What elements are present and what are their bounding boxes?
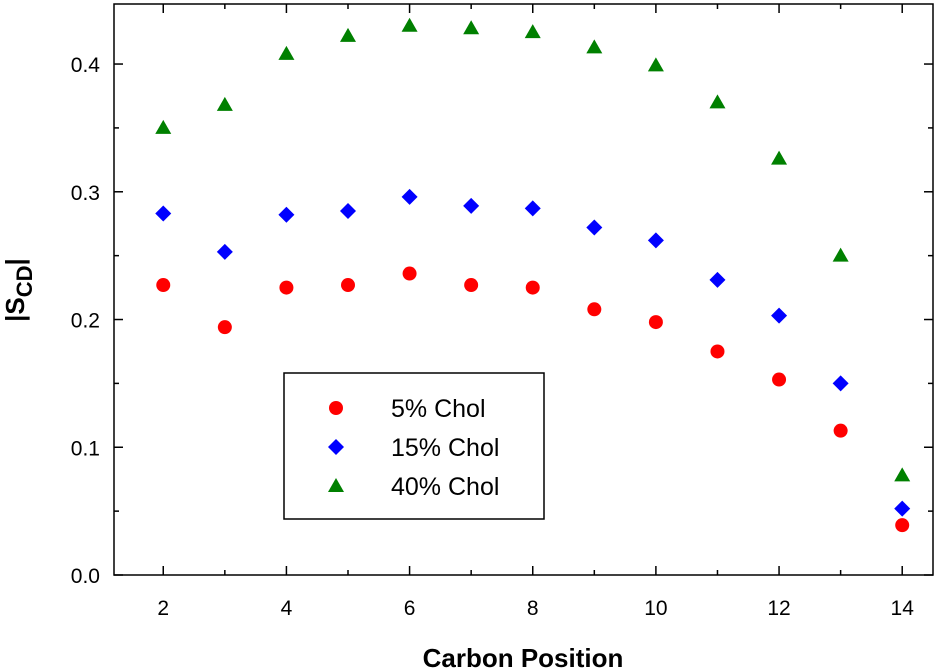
y-tick-label: 0.4 [71, 54, 101, 77]
data-point [401, 188, 418, 205]
y-tick-label: 0.2 [71, 310, 100, 333]
x-tick-label: 2 [157, 597, 169, 620]
data-point [341, 278, 355, 293]
data-point [648, 315, 663, 330]
legend-marker [329, 401, 343, 415]
data-point [340, 27, 356, 42]
legend-label: 15% Chol [391, 434, 499, 462]
y-tick-label: 0.0 [71, 565, 100, 588]
series-1 [156, 266, 910, 533]
data-point [156, 278, 171, 293]
data-point [709, 271, 726, 288]
data-point [647, 232, 664, 249]
x-tick-label: 12 [767, 597, 790, 620]
data-point [586, 219, 603, 236]
data-point [402, 266, 417, 281]
x-tick-label: 4 [281, 597, 293, 620]
x-tick-label: 10 [644, 597, 667, 620]
legend-item: 40% Chol [328, 473, 499, 501]
y-tick-label: 0.1 [71, 437, 100, 460]
data-point [586, 39, 603, 54]
data-point [895, 518, 910, 533]
data-point [155, 119, 172, 134]
data-point [216, 96, 233, 111]
x-tick-label: 14 [891, 597, 915, 620]
series-2 [155, 188, 911, 517]
data-point [464, 278, 479, 293]
data-point [278, 45, 295, 60]
y-axis-title-subscript: CD [12, 265, 37, 297]
legend-item: 5% Chol [329, 395, 486, 423]
data-point [525, 280, 540, 295]
plot-frame [113, 3, 934, 576]
x-axis-ticks: 2 4 6 8 10 12 14 [157, 4, 914, 620]
series-3 [155, 17, 911, 482]
legend-item: 15% Chol [328, 434, 499, 462]
data-point [279, 280, 294, 295]
data-point [340, 202, 356, 219]
legend-box [283, 372, 545, 520]
y-axis-title: |SCD| [0, 258, 37, 322]
data-point [833, 423, 848, 438]
data-point [463, 20, 480, 35]
data-point [216, 243, 233, 260]
data-point [524, 200, 541, 217]
data-point [278, 206, 295, 223]
x-tick-label: 6 [404, 597, 416, 620]
legend-label: 5% Chol [391, 395, 486, 423]
data-point [772, 372, 787, 387]
data-point [832, 375, 849, 392]
legend-label: 40% Chol [391, 473, 499, 501]
data-points [155, 17, 911, 533]
legend: 5% Chol 15% Chol 40% Chol [283, 372, 545, 520]
legend-marker [328, 478, 344, 492]
data-point [771, 307, 788, 324]
x-tick-label: 8 [527, 597, 539, 620]
data-point [709, 94, 726, 109]
data-point [647, 57, 664, 72]
data-point [832, 247, 849, 262]
x-axis-title: Carbon Position [423, 643, 624, 672]
y-axis-title-end: | [0, 258, 30, 265]
data-point [894, 500, 911, 517]
data-point [155, 205, 172, 222]
y-tick-label: 0.3 [71, 182, 100, 205]
data-point [894, 467, 911, 482]
data-point [217, 320, 232, 335]
data-point [771, 150, 788, 165]
data-point [401, 17, 418, 32]
data-point [587, 302, 602, 317]
y-axis-ticks: 0.0 0.1 0.2 0.3 0.4 [71, 54, 933, 588]
y-axis-title-main: |S [0, 297, 30, 322]
data-point [710, 344, 725, 359]
legend-marker [328, 439, 344, 455]
data-point [524, 24, 541, 39]
data-point [463, 197, 480, 214]
